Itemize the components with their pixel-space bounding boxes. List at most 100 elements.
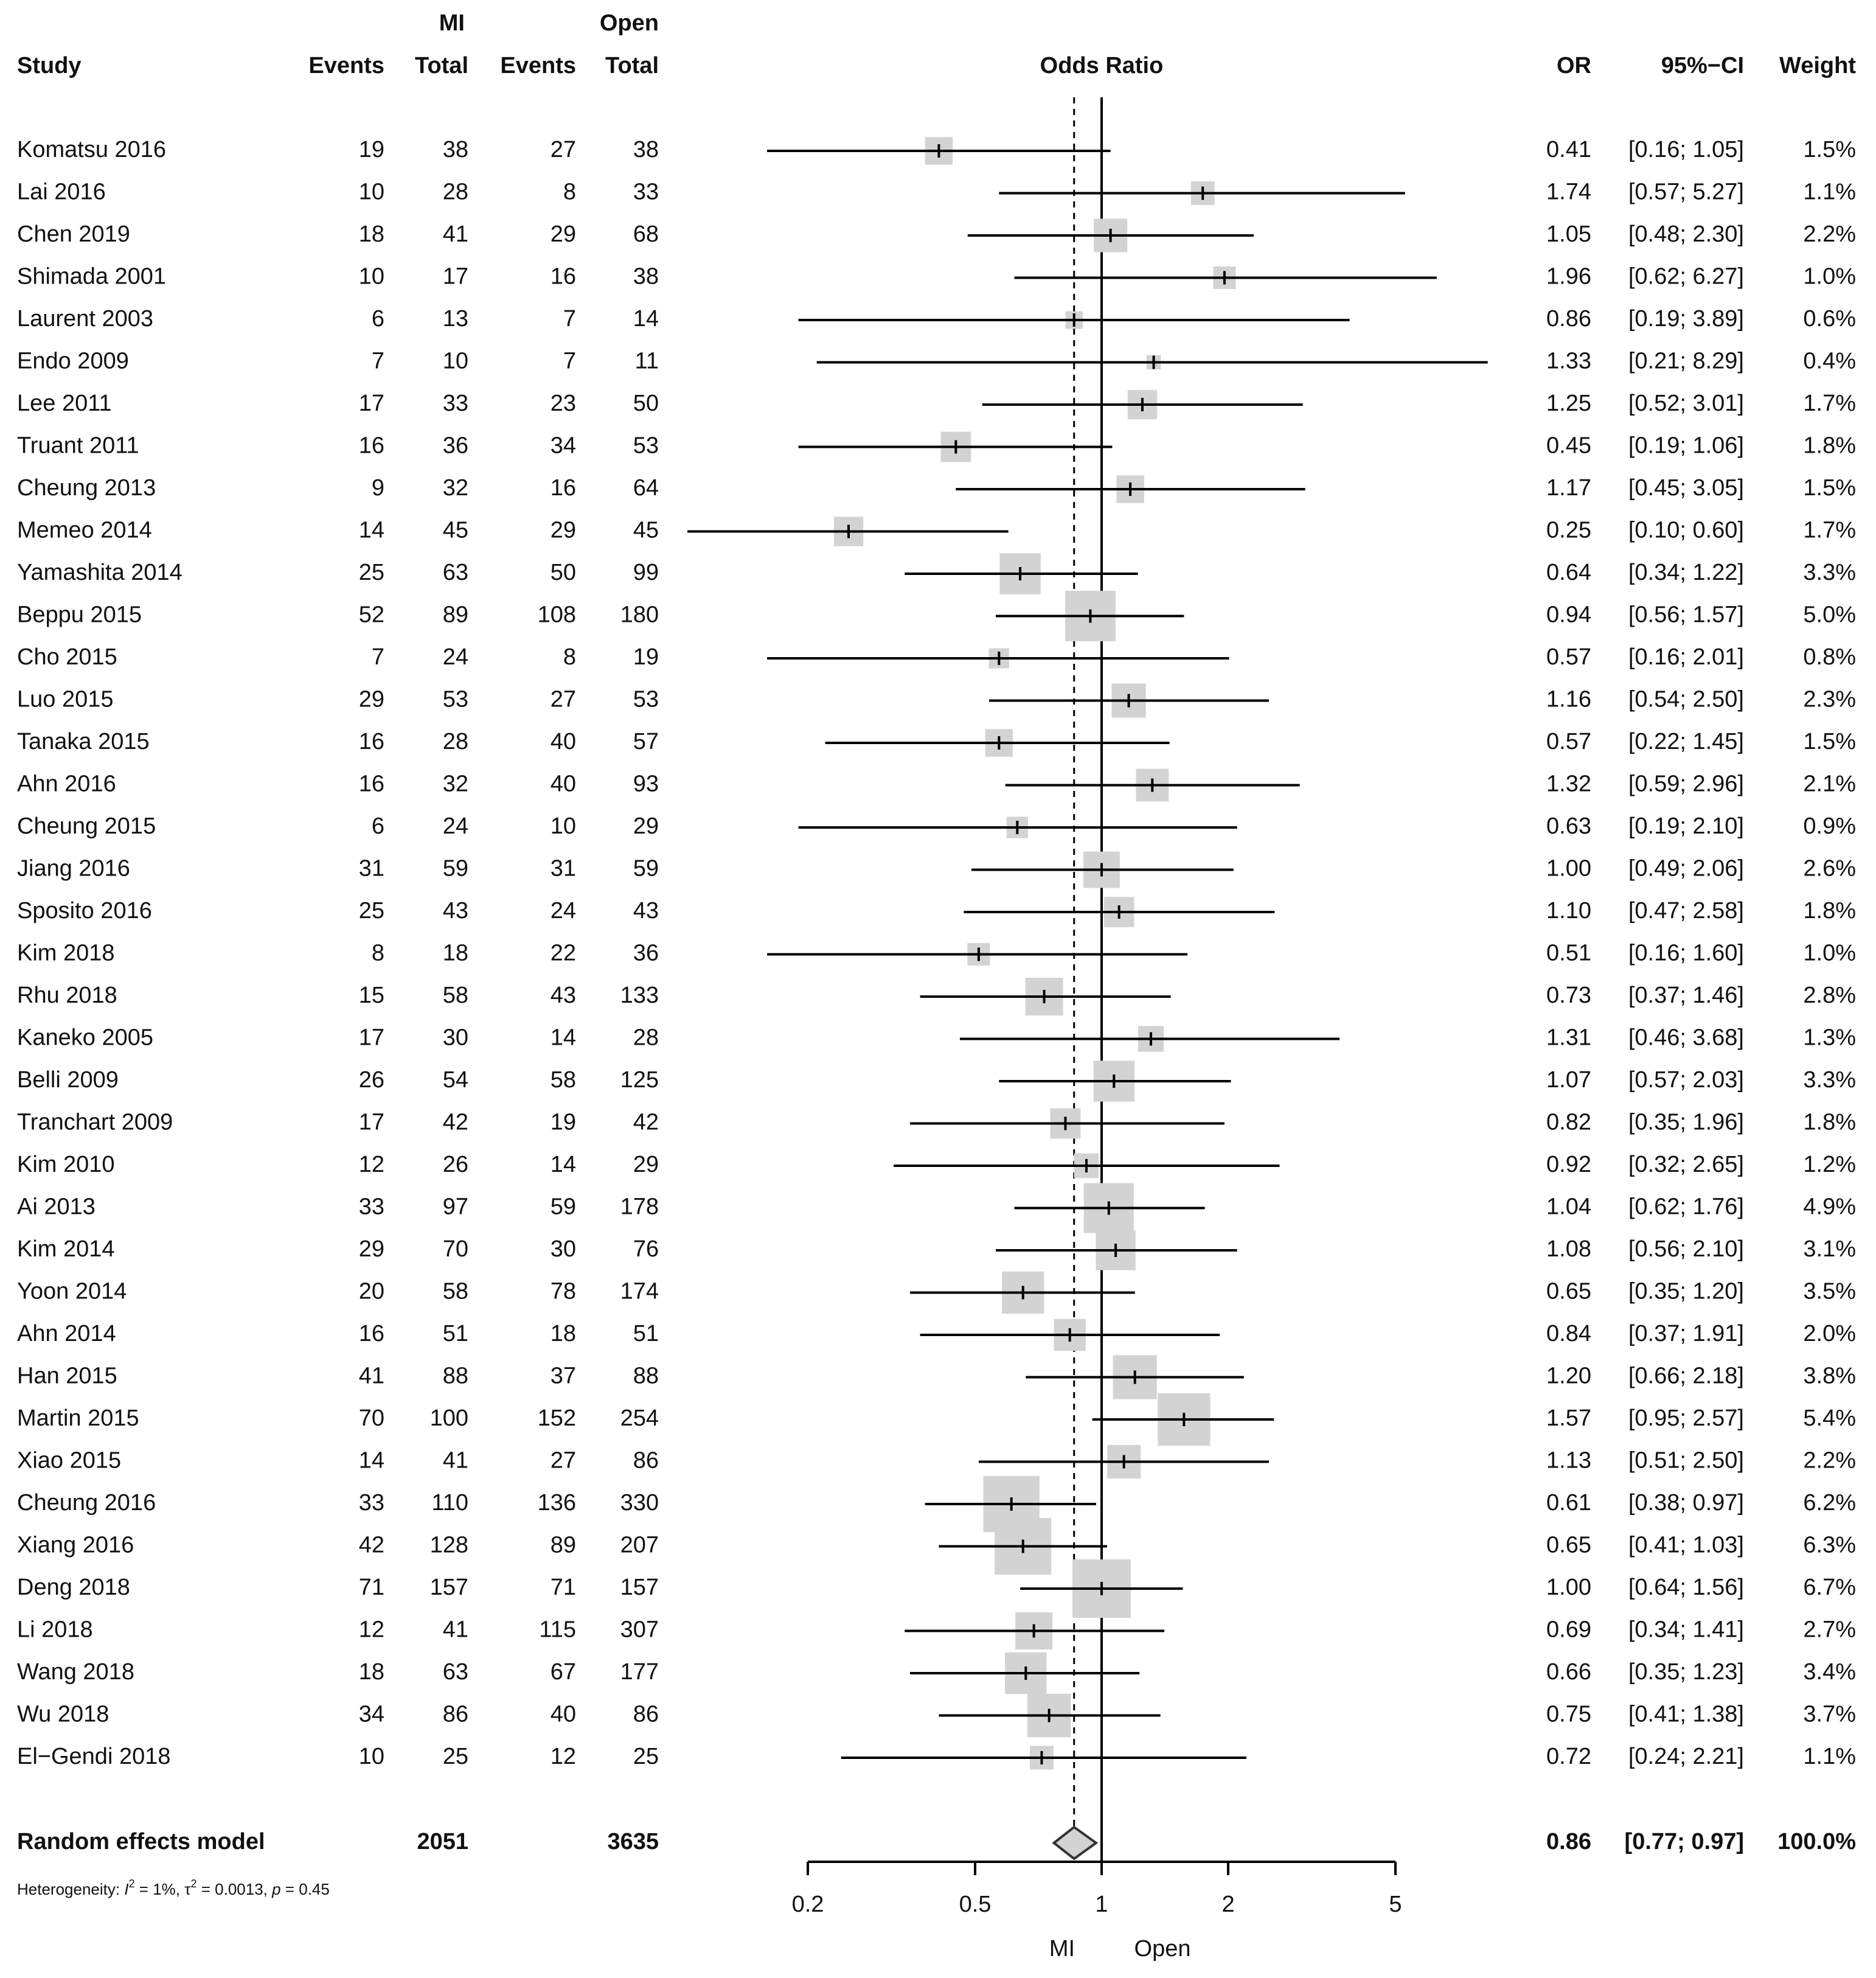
study-name: Wang 2018	[17, 1659, 134, 1685]
study-row: Memeo 2014 14 45 29 45 0.25 [0.10; 0.60] 1.7%	[17, 517, 1856, 546]
header-events-open: Events	[500, 53, 576, 78]
or-value: 0.73	[1546, 983, 1591, 1008]
events-open: 43	[551, 983, 576, 1008]
total-mi: 54	[443, 1067, 468, 1093]
study-name: Laurent 2003	[17, 306, 153, 332]
study-name: El−Gendi 2018	[17, 1744, 170, 1769]
ci-value: [0.22; 1.45]	[1628, 729, 1744, 754]
study-row: Sposito 2016 25 43 24 43 1.10 [0.47; 2.58] 1.8%	[17, 897, 1856, 927]
study-name: Cheung 2015	[17, 813, 156, 839]
events-open: 16	[551, 475, 576, 501]
or-value: 1.25	[1546, 391, 1591, 416]
header-or: OR	[1557, 53, 1591, 78]
summary-row: Random effects model 2051 3635 0.86 [0.77; 0…	[17, 1825, 1856, 1861]
total-mi: 24	[443, 813, 468, 839]
header-total-mi: Total	[415, 53, 468, 78]
or-value: 1.31	[1546, 1025, 1591, 1051]
events-mi: 14	[359, 1448, 384, 1474]
total-mi: 70	[443, 1236, 468, 1262]
ci-value: [0.21; 8.29]	[1628, 349, 1744, 374]
events-mi: 70	[359, 1405, 384, 1431]
events-open: 89	[551, 1533, 576, 1558]
events-open: 67	[551, 1659, 576, 1685]
study-row: Beppu 2015 52 89 108 180 0.94 [0.56; 1.57] 5.0%	[17, 591, 1856, 641]
study-row: Xiang 2016 42 128 89 207 0.65 [0.41; 1.03] 6.3%	[17, 1517, 1856, 1575]
events-mi: 9	[372, 475, 384, 501]
ci-value: [0.51; 2.50]	[1628, 1448, 1744, 1474]
summary-total-open: 3635	[607, 1829, 659, 1854]
weight-value: 6.7%	[1803, 1575, 1856, 1600]
events-open: 27	[551, 1448, 576, 1474]
total-open: 330	[620, 1490, 659, 1516]
or-value: 0.63	[1546, 813, 1591, 839]
or-value: 0.64	[1546, 560, 1591, 585]
total-open: 11	[635, 349, 659, 374]
total-mi: 45	[443, 518, 468, 543]
total-open: 125	[620, 1067, 659, 1093]
weight-value: 3.1%	[1803, 1236, 1856, 1262]
or-value: 1.08	[1546, 1236, 1591, 1262]
weight-value: 1.8%	[1803, 433, 1856, 459]
events-mi: 8	[372, 941, 384, 966]
study-row: Kaneko 2005 17 30 14 28 1.31 [0.46; 3.68] 1.3%	[17, 1025, 1856, 1052]
or-value: 1.20	[1546, 1363, 1591, 1389]
study-name: Komatsu 2016	[17, 137, 166, 162]
study-name: Lee 2011	[17, 391, 112, 416]
or-value: 0.45	[1546, 433, 1591, 459]
total-open: 254	[620, 1405, 659, 1431]
total-open: 53	[633, 433, 659, 459]
ci-value: [0.24; 2.21]	[1628, 1744, 1744, 1769]
study-row: Laurent 2003 6 13 7 14 0.86 [0.19; 3.89] 0.6%	[17, 306, 1856, 332]
or-value: 0.57	[1546, 729, 1591, 754]
study-name: Kim 2010	[17, 1152, 115, 1177]
study-row: Ai 2013 33 97 59 178 1.04 [0.62; 1.76] 4.9%	[17, 1183, 1856, 1233]
weight-value: 3.3%	[1803, 560, 1856, 585]
events-mi: 14	[359, 518, 384, 543]
study-name: Shimada 2001	[17, 264, 166, 290]
header-total-open: Total	[605, 53, 659, 78]
ci-value: [0.19; 3.89]	[1628, 306, 1744, 332]
or-value: 0.82	[1546, 1110, 1591, 1135]
events-mi: 10	[359, 179, 384, 205]
weight-value: 1.5%	[1803, 475, 1856, 501]
study-name: Deng 2018	[17, 1575, 130, 1600]
summary-diamond	[1052, 1825, 1099, 1861]
or-value: 1.13	[1546, 1448, 1591, 1474]
total-open: 157	[620, 1575, 659, 1600]
study-name: Cheung 2016	[17, 1490, 156, 1516]
header-ci: 95%−CI	[1661, 53, 1744, 78]
weight-value: 2.7%	[1803, 1617, 1856, 1643]
study-row: Tranchart 2009 17 42 19 42 0.82 [0.35; 1.96] 1.…	[17, 1108, 1856, 1139]
events-open: 27	[551, 687, 576, 712]
events-mi: 42	[359, 1533, 384, 1558]
or-value: 0.66	[1546, 1659, 1591, 1685]
or-value: 0.92	[1546, 1152, 1591, 1177]
study-row: Belli 2009 26 54 58 125 1.07 [0.57; 2.03] 3.3%	[17, 1060, 1856, 1102]
total-mi: 42	[443, 1110, 468, 1135]
study-row: Yamashita 2014 25 63 50 99 0.64 [0.34; 1.22] 3.…	[17, 553, 1856, 594]
total-mi: 41	[443, 221, 468, 247]
or-value: 1.10	[1546, 898, 1591, 924]
weight-value: 3.4%	[1803, 1659, 1856, 1685]
or-value: 0.25	[1546, 518, 1591, 543]
study-row: Xiao 2015 14 41 27 86 1.13 [0.51; 2.50] 2.2%	[17, 1444, 1856, 1479]
x-tick-label: 0.5	[959, 1892, 992, 1917]
weight-value: 5.0%	[1803, 602, 1856, 628]
or-value: 0.75	[1546, 1702, 1591, 1727]
weight-value: 1.1%	[1803, 179, 1856, 205]
events-mi: 18	[359, 221, 384, 247]
ci-value: [0.95; 2.57]	[1628, 1405, 1744, 1431]
study-row: Cheung 2016 33 110 136 330 0.61 [0.38; 0.97] 6.…	[17, 1475, 1856, 1533]
x-tick-label: 2	[1221, 1892, 1234, 1917]
or-value: 0.51	[1546, 941, 1591, 966]
total-mi: 28	[443, 179, 468, 205]
events-open: 12	[551, 1744, 576, 1769]
total-mi: 53	[443, 687, 468, 712]
ci-value: [0.48; 2.30]	[1628, 221, 1744, 247]
weight-value: 1.5%	[1803, 729, 1856, 754]
x-axis-label-open: Open	[1134, 1936, 1191, 1962]
weight-value: 0.6%	[1803, 306, 1856, 332]
total-mi: 24	[443, 644, 468, 670]
or-value: 0.69	[1546, 1617, 1591, 1643]
weight-value: 1.3%	[1803, 1025, 1856, 1051]
